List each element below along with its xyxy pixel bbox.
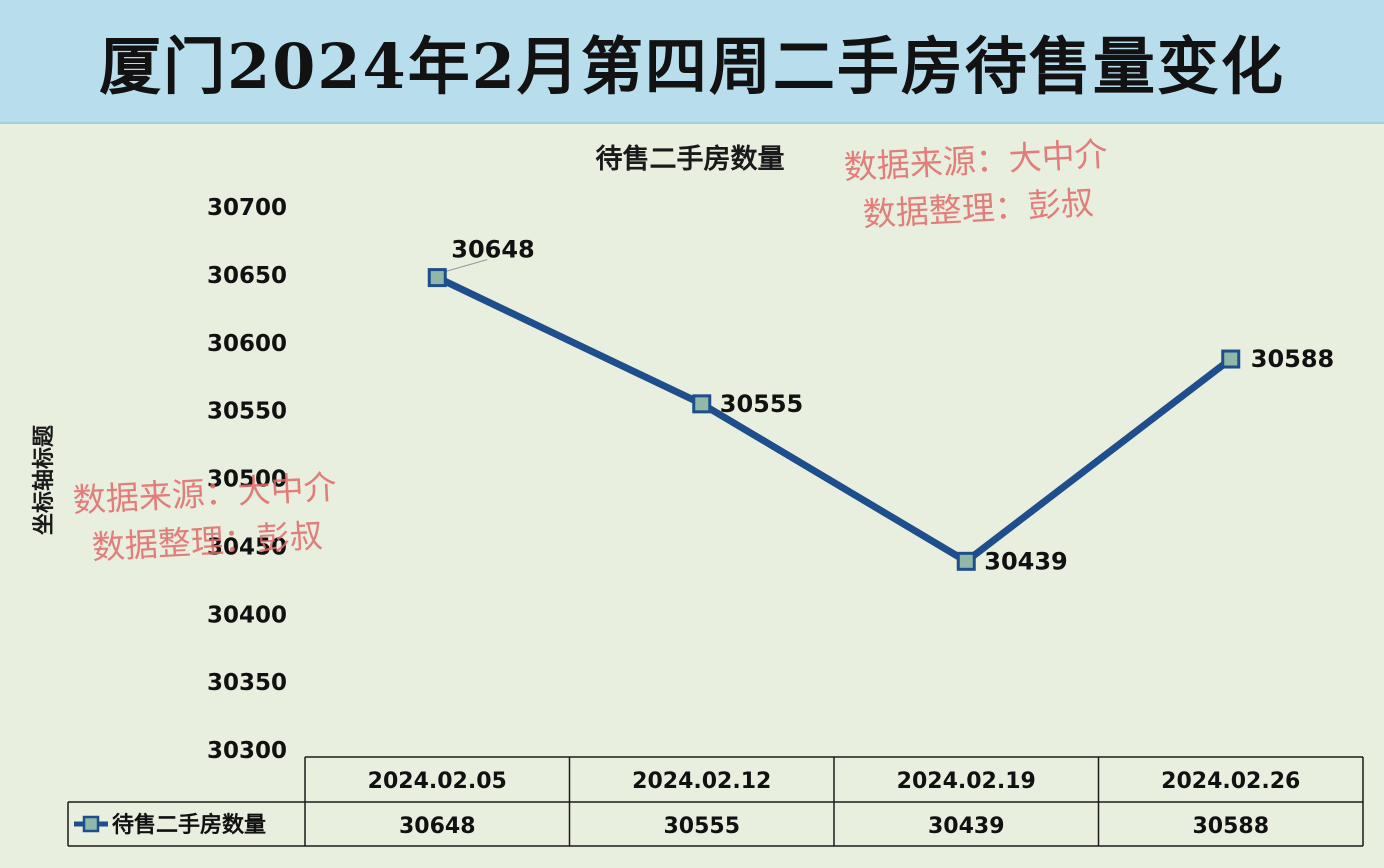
data-label: 30555: [720, 390, 804, 418]
legend-series-label: 待售二手房数量: [112, 812, 266, 838]
series-line: [433, 274, 1235, 565]
data-label: 30648: [451, 236, 535, 264]
y-tick-label: 30400: [207, 602, 287, 628]
x-category-label: 2024.02.05: [368, 769, 507, 794]
page-title: 厦门2024年2月第四周二手房待售量变化: [99, 30, 1285, 103]
title-banner: [0, 0, 1384, 124]
table-value-cell: 30588: [1192, 814, 1269, 839]
y-tick-label: 30450: [207, 534, 287, 560]
y-tick-label: 30300: [207, 738, 287, 764]
data-point-marker: [1221, 349, 1241, 369]
watermark-top: 数据来源：大中介 数据整理：彭叔: [843, 130, 1112, 240]
x-category-label: 2024.02.19: [897, 769, 1036, 794]
chart-title: 待售二手房数量: [595, 144, 785, 175]
x-category-label: 2024.02.12: [632, 769, 771, 794]
data-point-marker: [956, 551, 976, 571]
y-tick-label: 30600: [207, 331, 287, 357]
table-value-cell: 30648: [399, 814, 476, 839]
y-tick-label: 30500: [207, 467, 287, 493]
watermark-left: 数据来源：大中介 数据整理：彭叔: [72, 463, 341, 573]
x-category-label: 2024.02.26: [1161, 769, 1300, 794]
y-tick-label: 30350: [207, 670, 287, 696]
y-tick-label: 30550: [207, 399, 287, 425]
legend-marker-icon: [82, 815, 100, 833]
data-label: 30588: [1251, 345, 1335, 373]
table-value-cell: 30555: [663, 814, 740, 839]
data-point-marker: [692, 394, 712, 414]
data-point-marker: [427, 268, 447, 288]
y-tick-label: 30700: [207, 195, 287, 221]
label-leader-line: [445, 259, 488, 273]
table-value-cell: 30439: [928, 814, 1005, 839]
y-tick-label: 30650: [207, 263, 287, 289]
data-label: 30439: [984, 547, 1068, 575]
